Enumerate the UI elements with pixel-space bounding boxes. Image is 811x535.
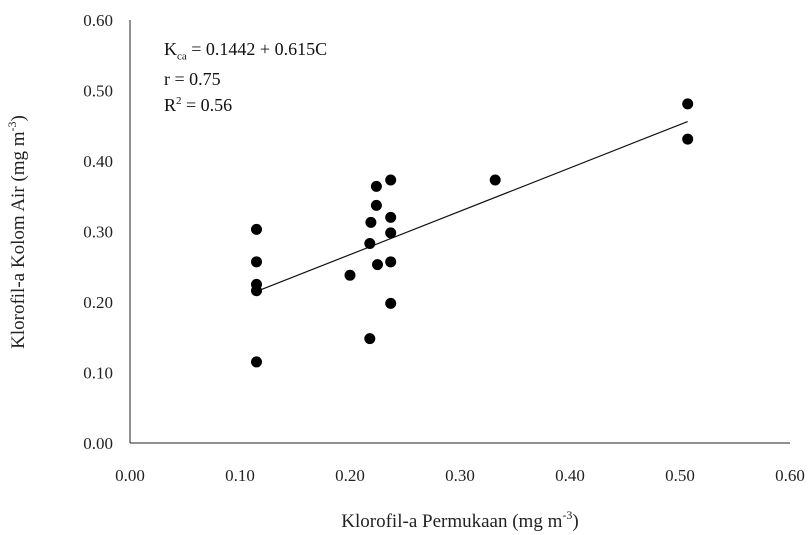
data-point — [251, 285, 262, 297]
correlation-r: r = 0.75 — [164, 68, 221, 89]
data-points — [251, 98, 694, 368]
data-point — [385, 297, 397, 309]
axes — [129, 20, 790, 444]
x-tick-label: 0.10 — [225, 466, 255, 485]
y-tick-label: 0.40 — [83, 152, 113, 171]
data-point — [344, 269, 356, 281]
x-tick-label: 0.40 — [555, 466, 585, 485]
data-point — [682, 133, 694, 145]
data-point — [365, 216, 377, 228]
data-point — [372, 259, 383, 271]
regression-annotation: Kca = 0.1442 + 0.615C r = 0.75 R2 = 0.56 — [164, 38, 327, 116]
data-point — [385, 211, 397, 223]
y-tick-labels: 0.00 0.10 0.20 0.30 0.40 0.50 0.60 — [83, 11, 113, 453]
x-axis-title: Klorofil-a Permukaan (mg m-3) — [341, 508, 578, 532]
y-tick-label: 0.50 — [83, 82, 113, 101]
y-tick-label: 0.60 — [83, 11, 113, 30]
y-axis-title: Klorofil-a Kolom Air (mg m-3) — [5, 115, 29, 349]
data-point — [385, 256, 397, 268]
y-tick-label: 0.10 — [83, 364, 113, 383]
data-point — [370, 199, 382, 211]
trendline — [256, 120, 688, 293]
x-tick-label: 0.20 — [335, 466, 365, 485]
y-tick-label: 0.00 — [83, 434, 113, 453]
x-tick-labels: 0.00 0.10 0.20 0.30 0.40 0.50 0.60 — [115, 466, 805, 485]
x-tick-label: 0.60 — [775, 466, 805, 485]
x-tick-label: 0.00 — [115, 466, 145, 485]
data-point — [364, 333, 376, 345]
x-tick-label: 0.30 — [445, 466, 475, 485]
r-squared: R2 = 0.56 — [164, 94, 233, 115]
y-tick-label: 0.30 — [83, 223, 113, 242]
data-point — [251, 256, 262, 268]
data-point — [370, 180, 382, 192]
regression-equation: Kca = 0.1442 + 0.615C — [164, 39, 328, 63]
data-point — [251, 223, 262, 235]
data-point — [364, 237, 376, 249]
data-point — [251, 356, 262, 368]
x-tick-label: 0.50 — [665, 466, 695, 485]
data-point — [385, 174, 397, 186]
y-tick-label: 0.20 — [83, 293, 113, 312]
data-point — [489, 174, 501, 186]
data-point — [385, 227, 397, 239]
data-point — [682, 98, 694, 110]
